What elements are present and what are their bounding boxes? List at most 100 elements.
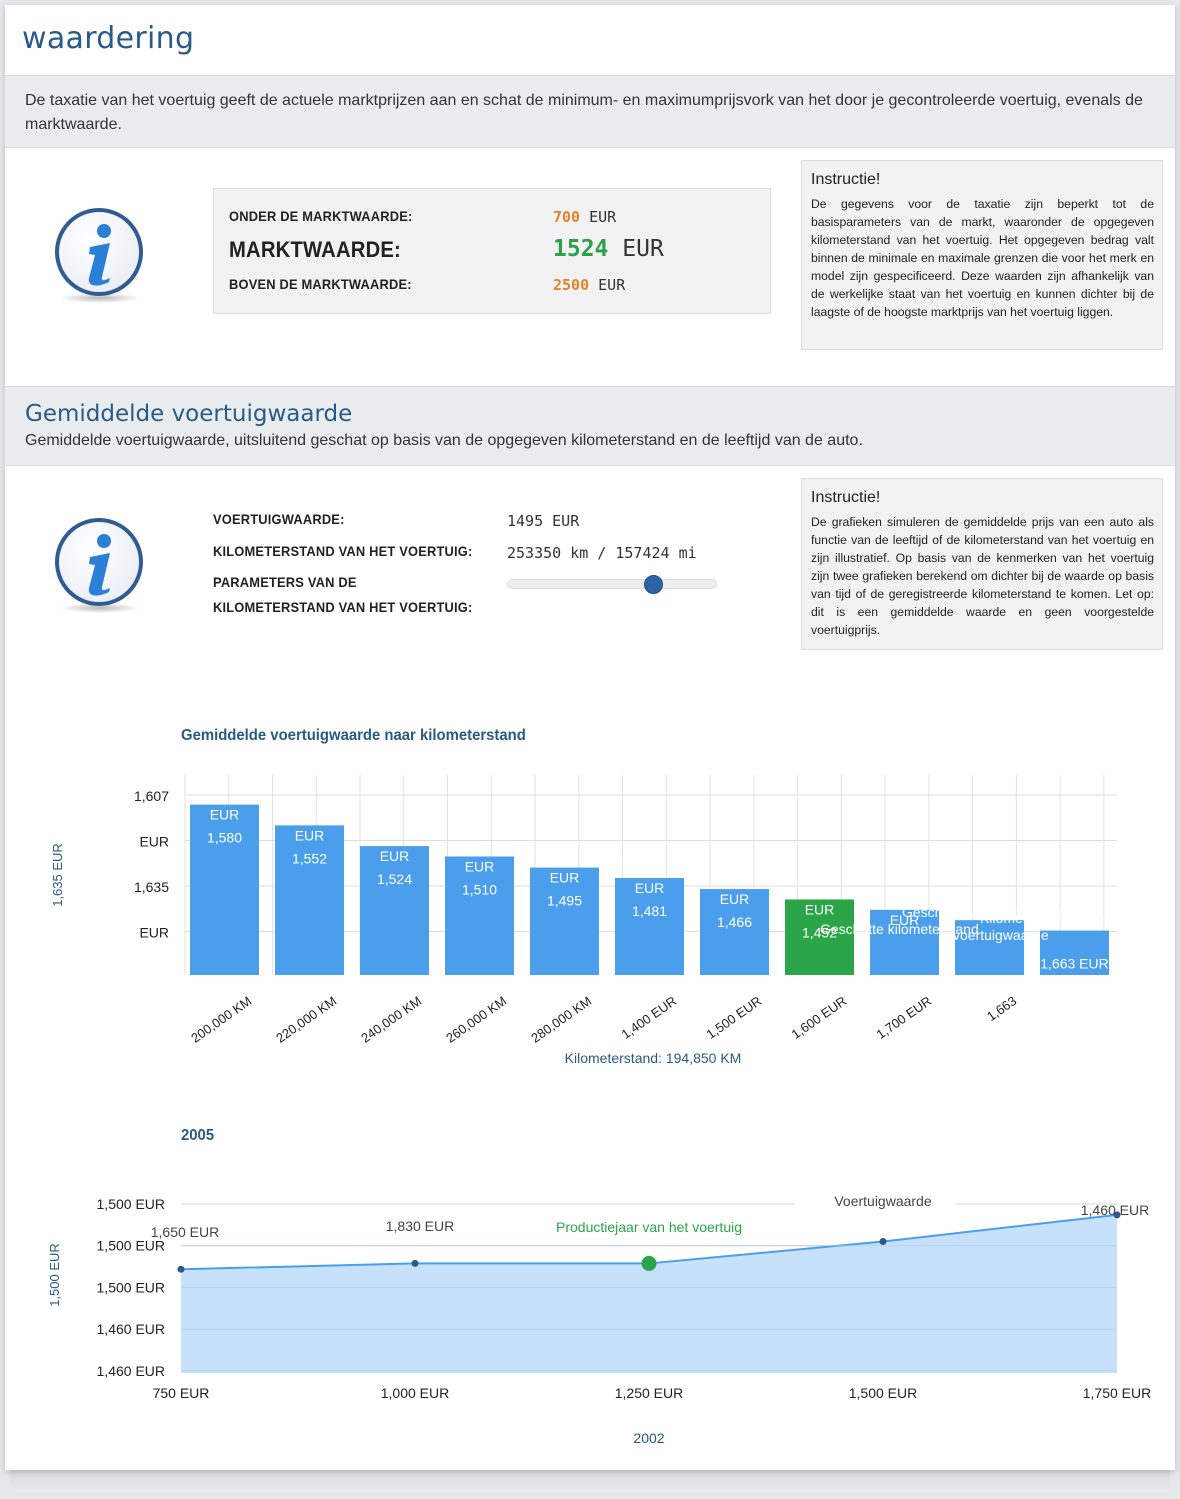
above-market-label: BOVEN DE MARKTWAARDE:	[229, 276, 412, 292]
mileage-value: 253350 km / 157424 mi	[507, 544, 697, 562]
annotation: Geschatte voertuigwaarde	[902, 904, 1066, 920]
page-title: waardering	[22, 21, 195, 56]
vehicle-value: 1495 EUR	[507, 512, 580, 530]
above-market-value: 2500 EUR	[553, 276, 626, 294]
point-label: 1,460 EUR	[1081, 1202, 1149, 1218]
data-point	[411, 1259, 419, 1267]
bar	[785, 899, 854, 975]
annotation: Kilometerstand: 185	[980, 910, 1105, 926]
intro-band: De taxatie van het voertuig geeft de act…	[5, 75, 1175, 148]
mileage-params-label-1: PARAMETERS VAN DE	[213, 574, 357, 590]
average-value-band: Gemiddelde voertuigwaarde Gemiddelde voe…	[5, 386, 1175, 466]
instruction-text: De grafieken simuleren de gemiddelde pri…	[811, 515, 1154, 637]
x-tick-label: 260,000 KM	[443, 993, 509, 1046]
x-tick-label: 200,000 KM	[188, 993, 254, 1046]
x-tick-label: 750 EUR	[153, 1385, 210, 1401]
annotation: Geschatte kilometerstand	[820, 921, 979, 937]
bar	[275, 825, 344, 975]
info-icon	[55, 518, 143, 613]
mileage-params-label-2: KILOMETERSTAND VAN HET VOERTUIG:	[213, 599, 473, 615]
mileage-label: KILOMETERSTAND VAN HET VOERTUIG:	[213, 543, 473, 559]
vehicle-value-label: VOERTUIGWAARDE:	[213, 511, 345, 527]
point-label: 1,650 EUR	[151, 1224, 219, 1240]
bar-value-label: 1,481	[632, 903, 667, 919]
x-tick-label: 1,000 EUR	[381, 1385, 449, 1401]
mileage-slider-handle[interactable]	[644, 575, 663, 594]
x-tick-label: 280,000 KM	[528, 993, 594, 1046]
y-tick-label: 1,635	[134, 879, 169, 895]
data-point	[879, 1238, 887, 1246]
y-axis-label: 1,635 EUR	[50, 843, 65, 907]
bar-chart-title: Gemiddelde voertuigwaarde naar kilometer…	[181, 727, 526, 744]
x-tick-label: 1,700 EUR	[874, 993, 935, 1042]
below-market-label: ONDER DE MARKTWAARDE:	[229, 208, 413, 224]
point-label-bg	[795, 1188, 955, 1208]
y-tick-label: 1,500 EUR	[97, 1279, 165, 1295]
data-point	[177, 1265, 185, 1273]
instruction-box-1: Instructie! De gegevens voor de taxatie …	[801, 160, 1163, 350]
bar-value-label: 1,452	[802, 924, 837, 940]
highlight-point	[641, 1255, 657, 1271]
instruction-title: Instructie!	[811, 171, 881, 188]
point-label: 1,830 EUR	[386, 1218, 454, 1234]
annotation: voertuigwaarde	[953, 927, 1049, 943]
bar-label: EUR	[890, 912, 920, 928]
bar	[955, 920, 1024, 975]
area-fill	[181, 1214, 1117, 1373]
x-tick-label: 220,000 KM	[273, 993, 339, 1046]
card-bottom-shadow	[10, 1470, 1170, 1492]
y-tick-label: EUR	[139, 925, 169, 941]
y-axis-label: 1,500 EUR	[47, 1243, 62, 1307]
mileage-slider-track[interactable]	[507, 579, 717, 589]
section-title: Gemiddelde voertuigwaarde	[25, 401, 353, 427]
x-tick-label: 1,500 EUR	[704, 993, 765, 1042]
section-subtitle: Gemiddelde voertuigwaarde, uitsluitend g…	[25, 432, 863, 449]
x-tick-label: 1,500 EUR	[849, 1385, 917, 1401]
bar	[700, 889, 769, 975]
bar-label: EUR	[380, 848, 410, 864]
point-label: Voertuigwaarde	[834, 1193, 932, 1209]
y-tick-label: 1,460 EUR	[97, 1363, 165, 1379]
bar-value-label: 1,510	[462, 881, 497, 897]
below-market-value: 700 EUR	[553, 208, 617, 226]
y-tick-label: 1,500 EUR	[97, 1196, 165, 1212]
area-chart-title: 2005	[181, 1127, 215, 1144]
instruction-text: De gegevens voor de taxatie zijn beperkt…	[811, 197, 1154, 319]
bar-label: EUR	[720, 891, 750, 907]
bar	[870, 909, 939, 975]
bar-value-label: 1,524	[377, 871, 412, 887]
intro-text: De taxatie van het voertuig geeft de act…	[25, 92, 1143, 133]
x-tick-label: 1,750 EUR	[1083, 1385, 1151, 1401]
bar-label: EUR	[295, 827, 325, 843]
x-axis-label: 2002	[633, 1430, 664, 1446]
x-tick-label: 1,400 EUR	[619, 993, 680, 1042]
market-value-box: ONDER DE MARKTWAARDE: 700 EUR MARKTWAARD…	[213, 188, 771, 314]
bar	[445, 856, 514, 975]
bar	[530, 867, 599, 975]
bar-label: EUR	[210, 807, 240, 823]
point-label: Productiejaar van het voertuig	[556, 1219, 742, 1235]
x-tick-label: 1,663	[984, 993, 1019, 1024]
bar-chart: 1,607 EUR 1,635 EUR 1,635 EUR EUR 1,580 EUR 1,55…	[50, 775, 1117, 1066]
instruction-title: Instructie!	[811, 489, 881, 506]
bar	[615, 877, 684, 975]
bar	[360, 846, 429, 975]
bar-label: EUR	[635, 880, 665, 896]
bar-value-label: 1,580	[207, 830, 242, 846]
x-axis-label: Kilometerstand: 194,850 KM	[565, 1050, 742, 1066]
x-tick-label: 1,600 EUR	[789, 993, 850, 1042]
bar-value-label: 1,552	[292, 850, 327, 866]
area-chart: 1,650 EUR 1,830 EUR Productiejaar van het …	[47, 1188, 1151, 1446]
x-tick-label: 1,250 EUR	[615, 1385, 683, 1401]
bar-value-label: 1,466	[717, 914, 752, 930]
info-icon	[55, 208, 143, 303]
x-tick-label: 240,000 KM	[358, 993, 424, 1046]
y-tick-label: EUR	[139, 834, 169, 850]
market-value-label: MARKTWAARDE:	[229, 237, 401, 262]
market-value: 1524 EUR	[553, 236, 664, 262]
bar-label: EUR	[465, 858, 495, 874]
data-point	[1113, 1211, 1121, 1219]
bar-value-label: 1,663 EUR	[1040, 956, 1108, 972]
bar	[190, 804, 259, 975]
y-tick-label: 1,500 EUR	[97, 1238, 165, 1254]
